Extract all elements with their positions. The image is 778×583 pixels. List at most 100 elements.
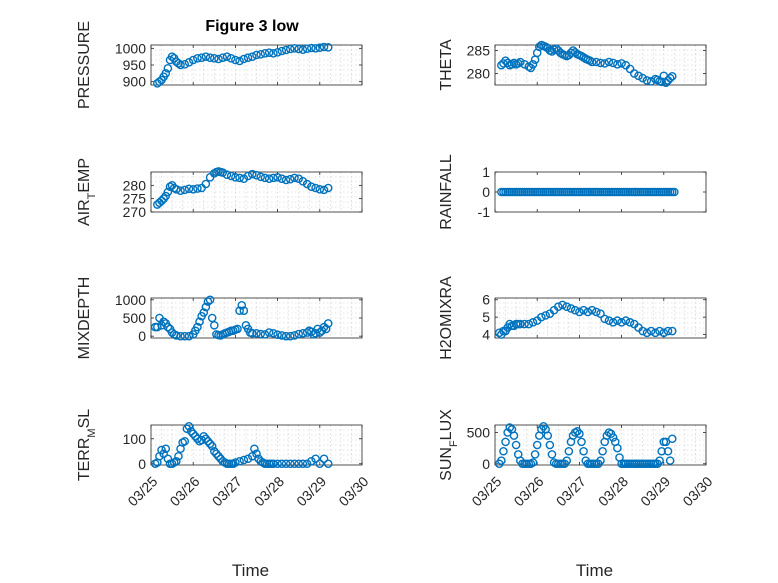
data-point bbox=[231, 55, 240, 65]
y-tick-label: 900 bbox=[123, 74, 147, 90]
data-point bbox=[667, 71, 677, 81]
data-point bbox=[172, 185, 181, 194]
data-point bbox=[532, 440, 542, 450]
data-point bbox=[222, 170, 232, 179]
data-point bbox=[239, 455, 249, 465]
data-point bbox=[520, 60, 529, 69]
x-tick-label: 03/30 bbox=[335, 473, 371, 509]
y-tick-label: 6 bbox=[482, 292, 490, 308]
data-point bbox=[315, 185, 325, 194]
y-axis-label: PRESSURE bbox=[76, 21, 93, 109]
y-tick-label: 500 bbox=[467, 425, 491, 441]
data-point bbox=[205, 295, 215, 305]
y-tick-label: 270 bbox=[123, 204, 147, 220]
data-point bbox=[613, 60, 622, 69]
x-axis-label: Time bbox=[232, 561, 269, 580]
y-axis-label-tail: LUX bbox=[438, 409, 455, 440]
data-point bbox=[501, 56, 510, 65]
data-point bbox=[621, 316, 631, 325]
y-axis-label-tail: EMP bbox=[76, 158, 93, 193]
data-point bbox=[199, 431, 209, 441]
data-point bbox=[252, 50, 261, 60]
data-point bbox=[182, 424, 192, 434]
data-point bbox=[193, 184, 202, 193]
data-point bbox=[256, 329, 266, 339]
y-tick-label: 1000 bbox=[115, 292, 146, 308]
grid bbox=[495, 298, 706, 338]
data-point bbox=[572, 426, 582, 436]
y-axis-label-tail: SL bbox=[76, 409, 93, 429]
y-axis-label: MIXDEPTH bbox=[76, 277, 93, 360]
data-point bbox=[497, 456, 506, 465]
y-axis-label-main: AIR bbox=[76, 199, 93, 226]
data-point bbox=[524, 62, 534, 71]
data-point bbox=[570, 48, 580, 57]
subplot-terr_msl: 0 100 TERRMSL 03/25 03/26 03/27 03/28 03/29 03/3… bbox=[76, 409, 372, 580]
series-points bbox=[150, 421, 333, 469]
data-point bbox=[176, 331, 185, 341]
data-point bbox=[516, 319, 525, 329]
data-point bbox=[273, 459, 282, 469]
data-point bbox=[302, 459, 312, 469]
data-point bbox=[562, 456, 572, 465]
y-tick-label: 275 bbox=[123, 191, 147, 207]
data-point bbox=[188, 429, 198, 439]
data-point bbox=[311, 44, 320, 53]
data-point bbox=[247, 328, 257, 338]
data-point bbox=[528, 318, 538, 327]
data-point bbox=[663, 446, 673, 456]
data-point bbox=[203, 297, 213, 306]
data-point bbox=[226, 171, 236, 181]
data-point bbox=[167, 52, 177, 61]
data-point bbox=[554, 302, 563, 311]
data-point bbox=[243, 53, 253, 62]
data-point bbox=[260, 330, 270, 339]
data-point bbox=[205, 439, 215, 449]
data-point bbox=[528, 60, 538, 69]
data-point bbox=[547, 47, 557, 56]
data-point bbox=[323, 319, 333, 328]
data-point bbox=[667, 326, 677, 336]
data-point bbox=[579, 305, 588, 315]
data-point bbox=[180, 185, 190, 195]
data-point bbox=[290, 44, 299, 53]
data-point bbox=[180, 331, 190, 341]
data-point bbox=[237, 300, 247, 310]
data-point bbox=[315, 328, 325, 337]
data-point bbox=[209, 320, 219, 330]
data-point bbox=[243, 454, 253, 464]
data-point bbox=[604, 316, 614, 325]
data-point bbox=[252, 449, 261, 459]
data-point bbox=[269, 328, 278, 338]
data-point bbox=[195, 317, 204, 326]
y-axis-label-main: H2OMIXRA bbox=[438, 276, 455, 360]
y-axis-label-main: THETA bbox=[438, 39, 455, 91]
series-points bbox=[494, 300, 677, 339]
x-axis-label: Time bbox=[576, 561, 613, 580]
data-point bbox=[222, 52, 232, 61]
axes-box bbox=[494, 44, 707, 86]
data-point bbox=[260, 49, 270, 58]
data-point bbox=[226, 54, 236, 63]
data-point bbox=[176, 186, 185, 195]
data-point bbox=[214, 451, 223, 461]
data-point bbox=[598, 446, 607, 456]
data-point bbox=[209, 54, 219, 63]
data-point bbox=[161, 444, 171, 454]
data-point bbox=[587, 305, 597, 315]
data-point bbox=[281, 459, 291, 469]
data-point bbox=[659, 328, 669, 338]
data-point bbox=[509, 431, 519, 440]
y-axis-label: AIRTEMP bbox=[76, 158, 98, 226]
data-point bbox=[243, 171, 253, 181]
data-point bbox=[311, 454, 320, 464]
data-point bbox=[264, 48, 274, 57]
data-point bbox=[558, 300, 567, 310]
data-point bbox=[298, 45, 308, 54]
data-point bbox=[507, 60, 517, 69]
data-point bbox=[577, 51, 586, 61]
data-point bbox=[564, 446, 574, 456]
